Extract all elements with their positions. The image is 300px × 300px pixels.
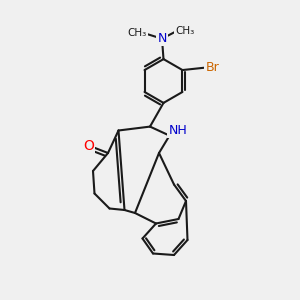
Text: CH₃: CH₃: [175, 26, 194, 36]
Text: NH: NH: [169, 124, 187, 137]
Text: Br: Br: [206, 61, 219, 74]
Text: N: N: [157, 32, 167, 45]
Text: CH₃: CH₃: [128, 28, 147, 38]
Text: O: O: [83, 139, 94, 152]
